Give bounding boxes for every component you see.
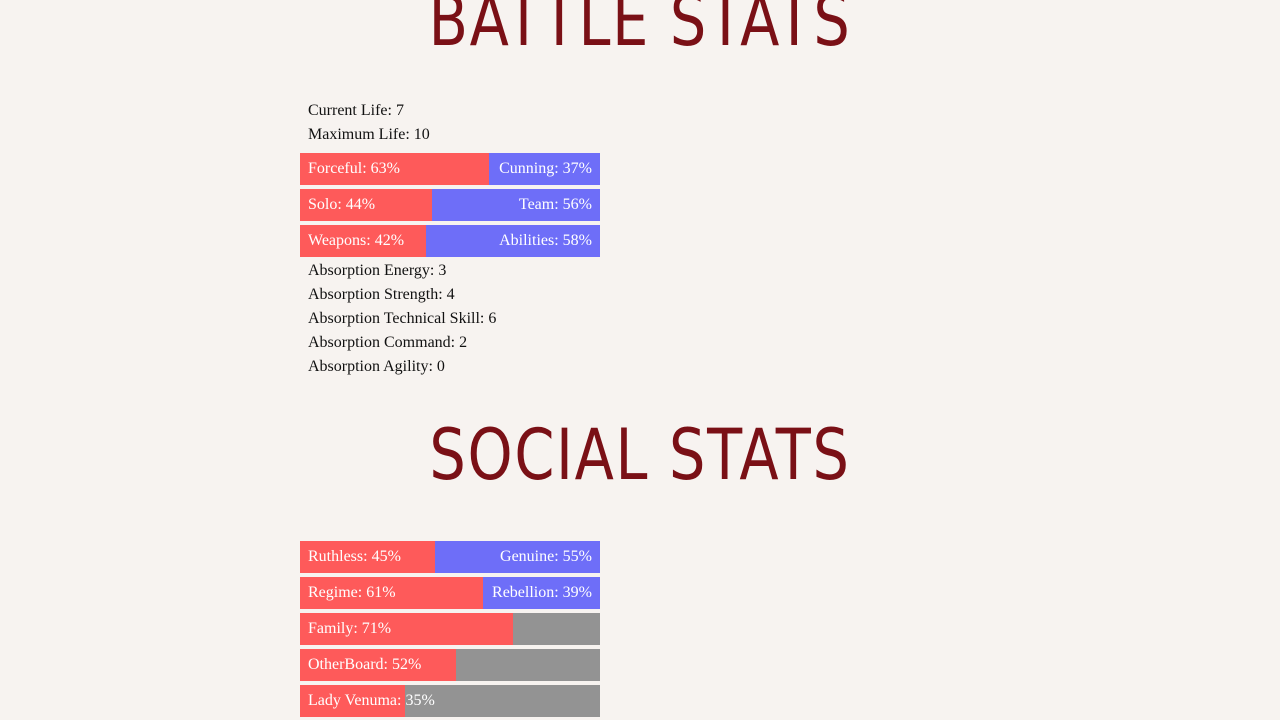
section-title: SOCIAL STATS (429, 414, 851, 496)
bar-left-segment (300, 189, 432, 221)
bar-left-label: Ruthless: 45% (308, 548, 401, 565)
stat-line: Absorption Command: 2 (308, 334, 468, 351)
bar-right-segment (483, 577, 600, 609)
stat-line: Absorption Strength: 4 (308, 286, 455, 303)
stat-bar: Weapons: 42% Abilities: 58% (300, 225, 600, 257)
bar-right-label: Genuine: 55% (500, 548, 592, 565)
bar-left-label: Lady Venuma: 35% (308, 692, 435, 709)
bar-left-segment (300, 541, 435, 573)
bar-right-segment (426, 225, 600, 257)
bar-right-label: Abilities: 58% (499, 232, 592, 249)
stat-bar: Forceful: 63% Cunning: 37% (300, 153, 600, 185)
stat-line: Maximum Life: 10 (308, 126, 430, 143)
stat-bar: Lady Venuma: 35% (300, 685, 600, 717)
bar-right-segment (489, 153, 600, 185)
bar-right-segment (435, 541, 600, 573)
stat-line: Absorption Agility: 0 (308, 358, 445, 375)
bar-left-segment (300, 577, 483, 609)
bar-left-label: Family: 71% (308, 620, 392, 637)
bar-right-label: Rebellion: 39% (492, 584, 592, 601)
bar-right-label: Team: 56% (518, 196, 592, 213)
bar-left-segment (300, 685, 405, 717)
stat-bar: Family: 71% (300, 613, 600, 645)
stat-bar: Ruthless: 45% Genuine: 55% (300, 541, 600, 573)
bar-left-segment (300, 649, 456, 681)
bar-left-label: Weapons: 42% (308, 232, 405, 249)
stat-line: Current Life: 7 (308, 102, 404, 119)
bar-left-label: Regime: 61% (308, 584, 396, 601)
bar-left-label: OtherBoard: 52% (308, 656, 422, 673)
stat-bar: Regime: 61% Rebellion: 39% (300, 577, 600, 609)
section-title: BATTLE STATS (428, 0, 852, 62)
bar-right-segment (432, 189, 600, 221)
stat-bar: Solo: 44% Team: 56% (300, 189, 600, 221)
bar-left-segment (300, 225, 426, 257)
bar-left-label: Solo: 44% (308, 196, 376, 213)
bar-left-label: Forceful: 63% (308, 160, 400, 177)
bar-right-label: Cunning: 37% (499, 160, 592, 177)
stat-line: Absorption Energy: 3 (308, 262, 447, 279)
stat-bar: OtherBoard: 52% (300, 649, 600, 681)
bar-left-segment (300, 613, 513, 645)
bar-left-segment (300, 153, 489, 185)
stat-line: Absorption Technical Skill: 6 (308, 310, 497, 327)
